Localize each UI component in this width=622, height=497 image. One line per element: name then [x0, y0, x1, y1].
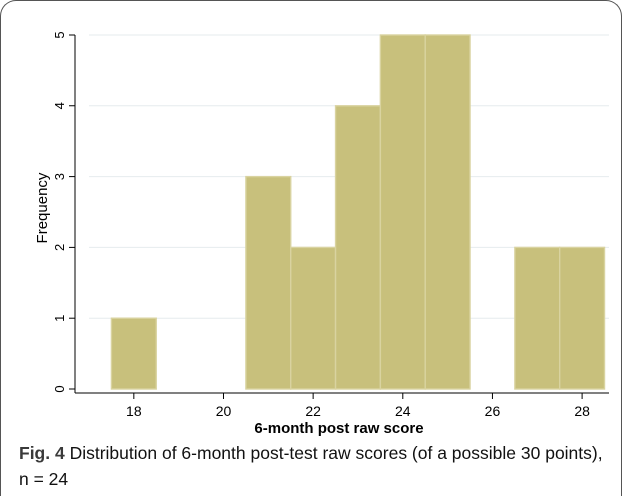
x-tick-label-22: 22	[305, 403, 321, 419]
y-tick-label-1: 1	[52, 315, 67, 322]
histogram-bar-22	[290, 246, 337, 390]
histogram-bar-21	[245, 175, 292, 390]
histogram-chart: 18 20 22 24 26 28 0 1 2 3 4 5 6-month post raw scor…	[34, 31, 609, 437]
histogram-bar-18	[110, 317, 157, 390]
y-tick-label-3: 3	[52, 173, 67, 180]
tick-layer: 18 20 22 24 26 28 0 1 2 3 4 5	[52, 31, 590, 419]
y-tick-label-4: 4	[52, 102, 67, 109]
histogram-bar-27	[514, 246, 561, 390]
plot-area: 18 20 22 24 26 28 0 1 2 3 4 5 6-month post raw scor…	[1, 1, 621, 441]
x-tick-label-18: 18	[126, 403, 142, 419]
caption-label: Fig. 4	[19, 443, 65, 463]
y-axis-title: Frequency	[34, 172, 51, 243]
x-tick-label-28: 28	[574, 403, 590, 419]
x-tick-label-24: 24	[395, 403, 411, 419]
y-tick-label-0: 0	[52, 385, 67, 392]
x-tick-label-20: 20	[216, 403, 232, 419]
histogram-bar-28	[558, 246, 606, 390]
caption-text: Distribution of 6-month post-test raw sc…	[19, 443, 603, 489]
y-tick-label-5: 5	[52, 31, 67, 38]
y-tick-label-2: 2	[52, 244, 67, 251]
histogram-bar-24	[379, 34, 426, 390]
histogram-bar-23	[334, 105, 382, 390]
bar-layer	[110, 34, 606, 390]
x-axis-title: 6-month post raw score	[254, 420, 423, 437]
axis-layer	[74, 35, 609, 394]
histogram-bar-25	[424, 34, 471, 390]
figure-caption: Fig. 4 Distribution of 6-month post-test…	[19, 440, 609, 492]
x-tick-label-26: 26	[485, 403, 501, 419]
